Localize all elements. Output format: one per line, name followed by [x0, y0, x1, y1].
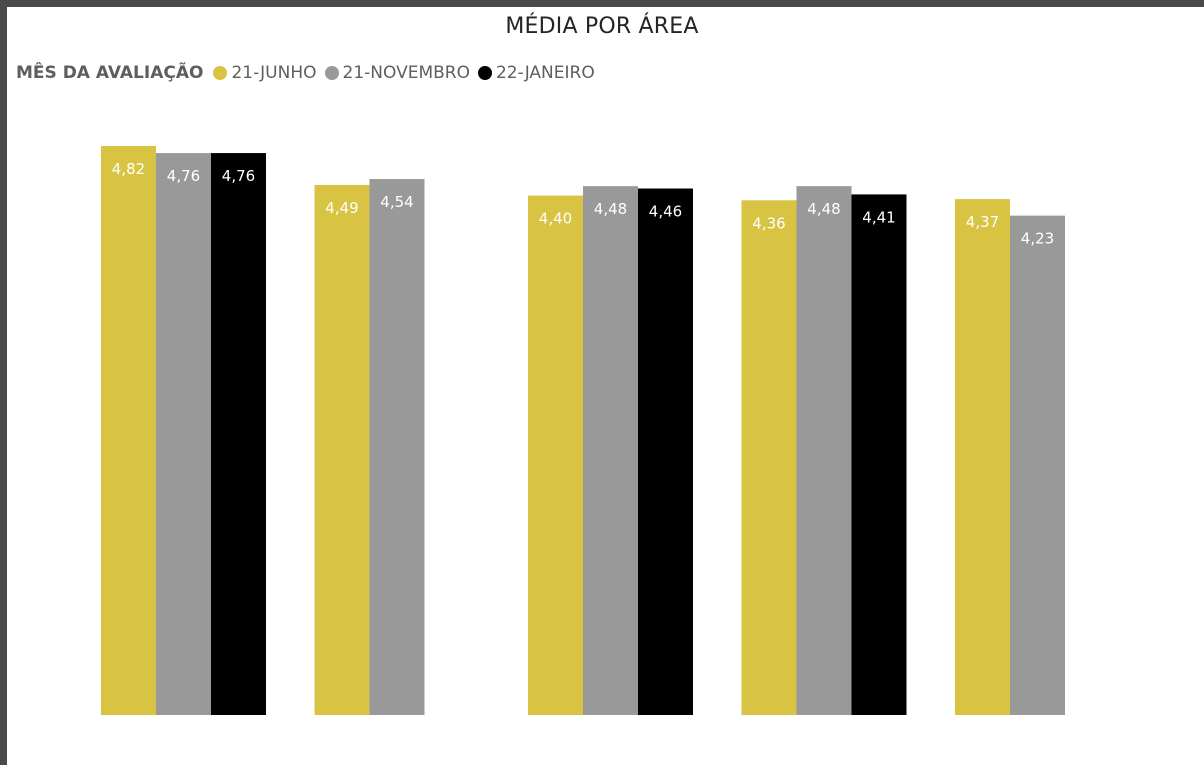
bar-series-0-group-0[interactable]: [101, 146, 156, 715]
legend-label-series-0: 21-JUNHO: [231, 63, 317, 83]
legend-item-series-0[interactable]: 21-JUNHO: [213, 63, 317, 83]
legend-item-series-2[interactable]: 22-JANEIRO: [477, 63, 595, 83]
legend-title: MÊS DA AVALIAÇÃO: [16, 63, 204, 83]
legend-marker-series-0: [213, 66, 228, 80]
data-label-series-0-group-2: 4,40: [539, 210, 572, 228]
legend-label-series-2: 22-JANEIRO: [495, 63, 595, 83]
bar-series-1-group-3[interactable]: [796, 186, 852, 715]
data-label-series-1-group-2: 4,48: [594, 200, 627, 218]
data-label-series-1-group-1: 4,54: [380, 193, 413, 211]
legend-label-series-1: 21-NOVEMBRO: [342, 63, 470, 83]
data-label-series-0-group-3: 4,36: [752, 214, 785, 232]
bar-series-0-group-2[interactable]: [528, 195, 583, 715]
bar-series-0-group-1[interactable]: [314, 184, 370, 716]
bar-series-2-group-3[interactable]: [851, 194, 907, 716]
data-label-series-0-group-0: 4,82: [112, 160, 145, 178]
bar-series-1-group-4[interactable]: [1010, 215, 1065, 715]
bar-series-2-group-0[interactable]: [211, 153, 266, 715]
data-label-series-0-group-1: 4,49: [325, 199, 358, 217]
data-label-series-1-group-3: 4,48: [807, 200, 840, 218]
bar-series-1-group-2[interactable]: [583, 186, 638, 715]
legend-item-series-1[interactable]: 21-NOVEMBRO: [324, 63, 470, 83]
chart-legend: MÊS DA AVALIAÇÃO 21-JUNHO 21-NOVEMBRO 22…: [16, 63, 603, 83]
bar-series-2-group-2[interactable]: [638, 188, 693, 715]
bar-series-1-group-0[interactable]: [156, 153, 211, 715]
data-label-series-2-group-2: 4,46: [649, 202, 682, 220]
data-label-series-2-group-0: 4,76: [222, 167, 255, 185]
legend-marker-series-1: [324, 66, 339, 80]
data-label-series-1-group-4: 4,23: [1021, 230, 1054, 248]
chart-title: MÉDIA POR ÁREA: [505, 14, 699, 39]
data-label-series-1-group-0: 4,76: [167, 167, 200, 185]
data-label-series-2-group-3: 4,41: [862, 208, 895, 226]
bar-series-0-group-4[interactable]: [955, 199, 1010, 715]
data-label-series-0-group-4: 4,37: [966, 213, 999, 231]
legend-marker-series-2: [477, 66, 492, 80]
bar-series-1-group-1[interactable]: [369, 179, 425, 715]
bar-series-0-group-3[interactable]: [741, 200, 797, 715]
